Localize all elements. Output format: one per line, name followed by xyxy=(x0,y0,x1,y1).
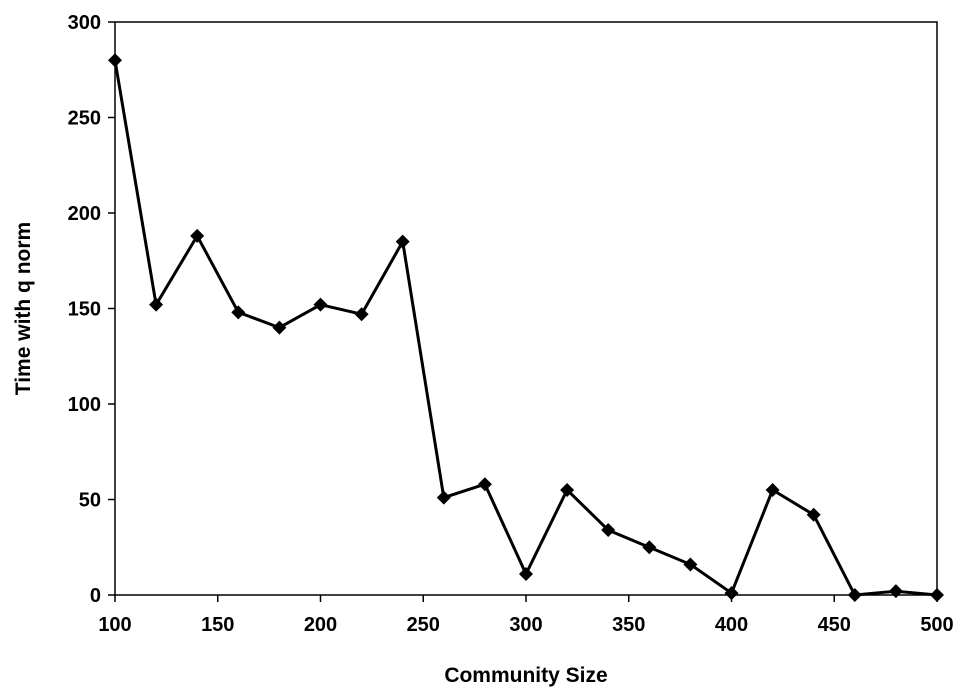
data-point-marker xyxy=(313,297,328,312)
x-tick-label: 350 xyxy=(612,614,645,636)
data-point-marker xyxy=(560,482,575,497)
y-axis: 0 50 100 150 200 250 300 xyxy=(68,12,115,607)
x-tick-label: 200 xyxy=(304,614,337,636)
y-tick-label: 0 xyxy=(90,585,101,607)
data-point-marker xyxy=(272,320,287,335)
x-axis: 100 150 200 250 300 350 400 450 500 xyxy=(98,595,954,636)
x-axis-title: Community Size xyxy=(444,664,607,687)
y-tick-label: 300 xyxy=(68,12,101,34)
data-point-marker xyxy=(108,53,122,68)
series xyxy=(108,53,944,602)
x-tick-label: 250 xyxy=(407,614,440,636)
data-point-marker xyxy=(231,305,246,320)
data-point-marker xyxy=(765,482,780,497)
data-point-marker xyxy=(930,588,944,602)
y-tick-label: 250 xyxy=(68,108,101,130)
x-tick-label: 150 xyxy=(201,614,234,636)
y-tick-label: 100 xyxy=(68,394,101,416)
data-point-marker xyxy=(477,477,492,492)
y-tick-label: 150 xyxy=(68,299,101,321)
x-tick-label: 400 xyxy=(715,614,748,636)
x-tick-label: 450 xyxy=(818,614,851,636)
data-point-marker xyxy=(354,307,369,322)
data-point-marker xyxy=(149,297,164,312)
data-point-marker xyxy=(683,557,698,572)
x-tick-label: 100 xyxy=(98,614,131,636)
data-point-marker xyxy=(519,566,533,581)
data-point-marker xyxy=(436,490,451,505)
y-tick-label: 50 xyxy=(79,490,101,512)
data-point-marker xyxy=(806,507,821,522)
y-tick-label: 200 xyxy=(68,203,101,225)
data-point-marker xyxy=(395,234,410,249)
data-point-marker xyxy=(888,584,903,599)
x-tick-label: 300 xyxy=(509,614,542,636)
y-axis-title: Time with q norm xyxy=(12,222,35,395)
data-point-marker xyxy=(847,588,862,602)
x-tick-label: 500 xyxy=(920,614,953,636)
data-point-marker xyxy=(642,540,657,555)
data-point-marker xyxy=(190,228,205,243)
data-point-marker xyxy=(724,586,739,601)
data-point-marker xyxy=(601,523,616,538)
